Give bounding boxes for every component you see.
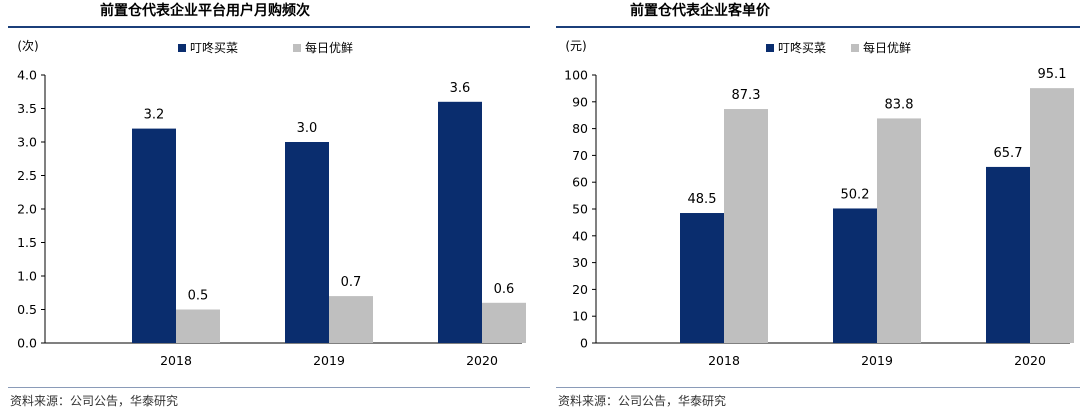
y-tick-label: 70 — [572, 148, 588, 163]
bar — [1030, 88, 1074, 343]
title-bar — [556, 6, 1080, 28]
legend-label: 每日优鲜 — [305, 40, 353, 55]
chart-title: 前置仓代表企业平台用户月购频次 — [100, 3, 310, 19]
title-bar — [8, 6, 530, 28]
y-tick-label: 80 — [572, 121, 588, 136]
y-tick-label: 2.0 — [17, 202, 37, 217]
data-label: 48.5 — [688, 192, 717, 207]
bar — [285, 142, 329, 343]
legend-swatch — [178, 44, 186, 52]
bar — [132, 128, 176, 343]
bar — [724, 109, 768, 343]
bar — [877, 118, 921, 343]
chart-panel-order-value: 前置仓代表企业客单价 (元) 叮咚买菜 每日优鲜 0 10 20 30 40 50 60 70 80 9… — [548, 0, 1080, 418]
bar — [680, 213, 724, 343]
source-divider — [8, 387, 530, 388]
bar — [329, 296, 373, 343]
legend-swatch — [851, 44, 859, 52]
legend-label: 每日优鲜 — [863, 40, 911, 55]
data-label: 65.7 — [994, 146, 1023, 161]
data-label: 3.6 — [450, 81, 471, 96]
y-tick-label: 10 — [572, 309, 588, 324]
data-label: 3.2 — [144, 108, 165, 123]
x-tick-label: 2018 — [160, 353, 192, 368]
y-tick-label: 4.0 — [17, 68, 37, 83]
x-tick-label: 2019 — [313, 353, 345, 368]
y-unit-label: (次) — [17, 39, 38, 53]
y-tick-label: 3.5 — [17, 101, 37, 116]
data-label: 0.7 — [341, 275, 362, 290]
y-tick-label: 1.5 — [17, 235, 37, 250]
data-label: 3.0 — [297, 121, 318, 136]
chart-panel-purchase-frequency: 前置仓代表企业平台用户月购频次 (次) 叮咚买菜 每日优鲜 0.0 0.5 1.0 1.5 2… — [0, 0, 530, 418]
legend-label: 叮咚买菜 — [190, 40, 238, 55]
data-label: 50.2 — [841, 187, 870, 202]
y-tick-label: 30 — [572, 255, 588, 270]
source-note: 资料来源：公司公告，华泰研究 — [558, 394, 727, 408]
source-divider — [556, 387, 1080, 388]
y-tick-label: 50 — [572, 202, 588, 217]
y-tick-label: 0.0 — [17, 336, 37, 351]
source-note: 资料来源：公司公告，华泰研究 — [10, 394, 179, 408]
bar — [986, 166, 1030, 343]
x-tick-label: 2019 — [861, 353, 893, 368]
y-tick-label: 3.0 — [17, 135, 37, 150]
y-tick-label: 0.5 — [17, 302, 37, 317]
y-tick-label: 2.5 — [17, 168, 37, 183]
y-tick-label: 1.0 — [17, 269, 37, 284]
bar — [482, 302, 526, 343]
x-tick-label: 2020 — [466, 353, 498, 368]
data-label: 87.3 — [732, 88, 761, 103]
bar-chart-order-value: (元) 叮咚买菜 每日优鲜 0 10 20 30 40 50 60 70 80 90 100 48.5 87.… — [564, 39, 1074, 368]
bar — [176, 309, 220, 343]
data-label: 83.8 — [885, 97, 914, 112]
x-tick-label: 2018 — [708, 353, 740, 368]
legend-label: 叮咚买菜 — [778, 40, 826, 55]
x-tick-label: 2020 — [1014, 353, 1046, 368]
y-tick-label: 40 — [572, 228, 588, 243]
y-tick-label: 100 — [564, 68, 588, 83]
chart-title: 前置仓代表企业客单价 — [630, 3, 770, 19]
legend-swatch — [766, 44, 774, 52]
legend-swatch — [293, 44, 301, 52]
y-tick-label: 60 — [572, 175, 588, 190]
bar — [438, 101, 482, 343]
bar-chart-purchase-frequency: (次) 叮咚买菜 每日优鲜 0.0 0.5 1.0 1.5 2.0 2.5 3.0 3.5 4.0 3.… — [17, 39, 526, 368]
y-tick-label: 20 — [572, 282, 588, 297]
data-label: 95.1 — [1038, 67, 1067, 82]
y-unit-label: (元) — [565, 39, 586, 53]
data-label: 0.5 — [188, 289, 209, 304]
data-label: 0.6 — [494, 282, 515, 297]
bar — [833, 208, 877, 343]
y-tick-label: 0 — [580, 336, 588, 351]
y-tick-label: 90 — [572, 94, 588, 109]
